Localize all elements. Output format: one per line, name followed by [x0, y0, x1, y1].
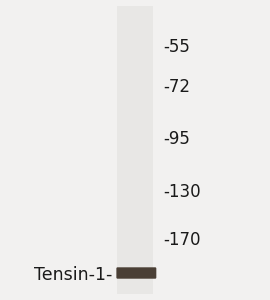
Text: Tensin-1-: Tensin-1-	[34, 266, 112, 284]
Text: -130: -130	[163, 183, 201, 201]
Text: -170: -170	[163, 231, 201, 249]
Text: -55: -55	[163, 38, 190, 56]
FancyBboxPatch shape	[116, 267, 156, 279]
Text: -72: -72	[163, 78, 190, 96]
Text: -95: -95	[163, 130, 190, 148]
Bar	[117, 6, 153, 294]
